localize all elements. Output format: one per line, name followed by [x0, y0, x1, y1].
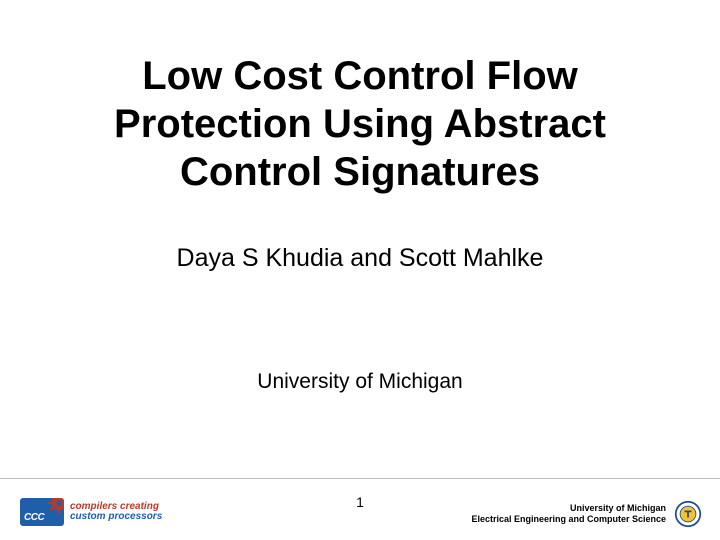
- footer-institution-line1: University of Michigan: [471, 503, 666, 514]
- gear-icon: [48, 498, 64, 514]
- footer-institution: University of Michigan Electrical Engine…: [471, 503, 666, 526]
- slide-title: Low Cost Control Flow Protection Using A…: [0, 52, 720, 196]
- footer: CCC compilers creating custom processors…: [0, 478, 720, 540]
- footer-divider: [0, 478, 720, 479]
- page-number: 1: [356, 494, 364, 510]
- ccc-badge-text: CCC: [24, 512, 44, 523]
- affiliation: University of Michigan: [0, 370, 720, 394]
- footer-left: CCC compilers creating custom processors: [20, 498, 162, 526]
- ccc-badge: CCC: [20, 498, 64, 526]
- ccc-tagline-line2: custom processors: [70, 512, 162, 522]
- footer-right: University of Michigan Electrical Engine…: [471, 500, 702, 528]
- authors: Daya S Khudia and Scott Mahlke: [0, 244, 720, 273]
- ccc-logo: CCC compilers creating custom processors: [20, 498, 162, 526]
- university-seal-icon: [674, 500, 702, 528]
- footer-institution-line2: Electrical Engineering and Computer Scie…: [471, 514, 666, 525]
- slide: Low Cost Control Flow Protection Using A…: [0, 0, 720, 540]
- ccc-tagline: compilers creating custom processors: [70, 502, 162, 522]
